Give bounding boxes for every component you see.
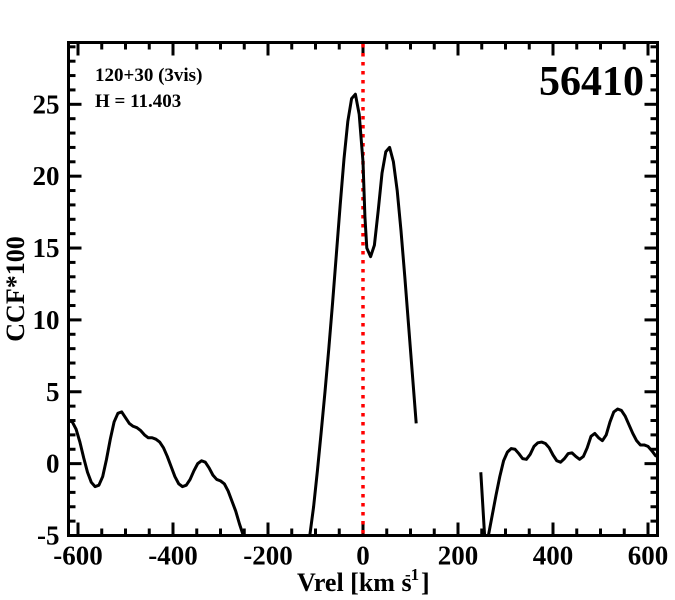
x-tick-label: -200 <box>243 541 293 571</box>
y-tick-label: -5 <box>37 521 60 551</box>
ccf-data-curve <box>68 92 658 536</box>
x-axis-title-bracket: ] <box>421 568 430 597</box>
ccf-curve-segment <box>308 92 418 536</box>
y-tick-label: 15 <box>33 233 60 263</box>
y-tick-label: 10 <box>33 305 60 335</box>
x-tick-label: -400 <box>148 541 198 571</box>
x-axis-title-exponent: -1 <box>405 565 419 584</box>
x-tick-label: 600 <box>628 541 669 571</box>
y-tick-label: 20 <box>33 161 60 191</box>
epoch-label: 56410 <box>539 59 644 105</box>
plot-frame <box>67 41 659 537</box>
x-axis-title: Vrel [km s <box>297 568 412 597</box>
y-axis-title: CCF*100 <box>1 236 30 341</box>
target-annotation: 120+30 (3vis) <box>95 65 202 86</box>
x-tick-label: 200 <box>438 541 479 571</box>
ccf-curve-segment <box>68 410 245 536</box>
y-tick-labels: -5 0 5 10 15 20 25 <box>33 89 60 550</box>
x-tick-labels: -600 -400 -200 0 200 400 600 <box>53 541 668 571</box>
y-tick-label: 0 <box>46 449 60 479</box>
x-tick-label: 0 <box>356 541 370 571</box>
x-tick-label: 400 <box>533 541 574 571</box>
magnitude-annotation: H = 11.403 <box>95 91 181 112</box>
ccf-curve-segment <box>479 407 658 536</box>
y-tick-label: 25 <box>33 89 60 119</box>
x-tick-label: -600 <box>53 541 103 571</box>
y-tick-label: 5 <box>46 377 60 407</box>
